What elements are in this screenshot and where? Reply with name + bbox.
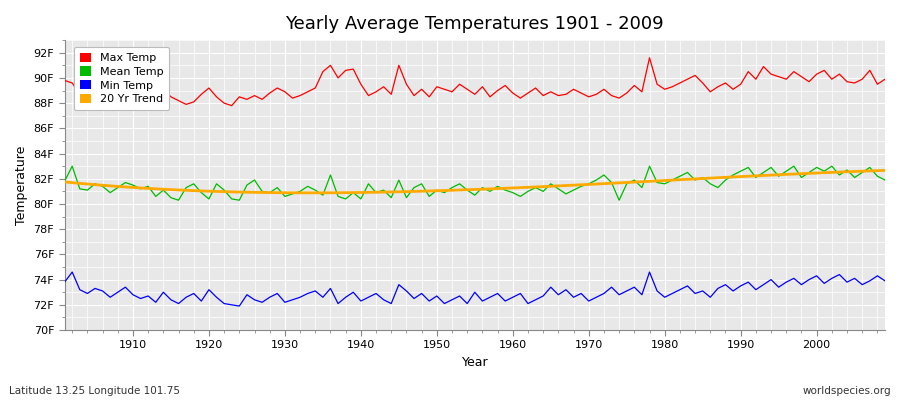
Text: worldspecies.org: worldspecies.org bbox=[803, 386, 891, 396]
Text: Latitude 13.25 Longitude 101.75: Latitude 13.25 Longitude 101.75 bbox=[9, 386, 180, 396]
Y-axis label: Temperature: Temperature bbox=[15, 145, 28, 225]
Legend: Max Temp, Mean Temp, Min Temp, 20 Yr Trend: Max Temp, Mean Temp, Min Temp, 20 Yr Tre… bbox=[75, 47, 169, 110]
Title: Yearly Average Temperatures 1901 - 2009: Yearly Average Temperatures 1901 - 2009 bbox=[285, 15, 664, 33]
X-axis label: Year: Year bbox=[462, 356, 488, 369]
